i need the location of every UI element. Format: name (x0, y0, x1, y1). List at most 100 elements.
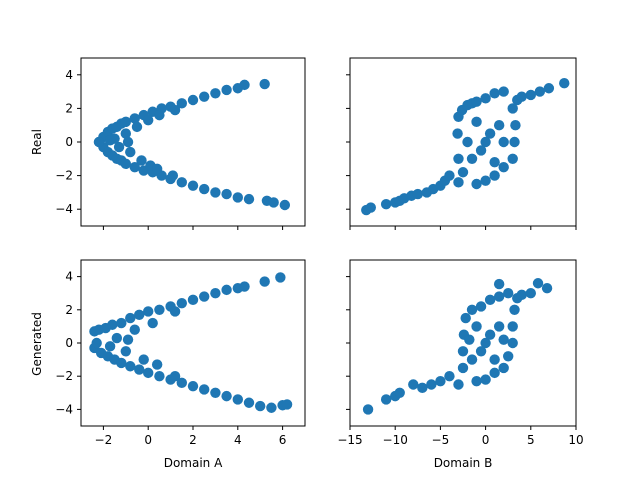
scatter-point (104, 135, 116, 146)
scatter-point (471, 116, 482, 128)
scatter-point (475, 301, 487, 312)
scatter-point (134, 364, 145, 375)
scatter-point (516, 289, 527, 301)
scatter-point (169, 104, 181, 116)
scatter-point (266, 402, 277, 413)
scatter-point (559, 78, 570, 89)
scatter-point (143, 306, 154, 317)
scatter-point (120, 128, 131, 139)
scatter-point (131, 121, 143, 133)
scatter-point (138, 354, 149, 365)
axes-frame (349, 57, 577, 227)
scatter-point (435, 375, 446, 387)
scatter-point (151, 359, 163, 370)
scatter-point (493, 291, 505, 302)
scatter-points (362, 278, 553, 415)
scatter-point (480, 136, 491, 148)
scatter-point (169, 371, 181, 382)
scatter-point (111, 332, 123, 344)
scatter-point (176, 177, 187, 188)
scatter-point (460, 312, 471, 324)
scatter-point (525, 288, 536, 299)
scatter-point (489, 367, 500, 379)
scatter-point (221, 84, 232, 96)
scatter-point (199, 291, 210, 302)
scatter-point (510, 120, 521, 131)
scatter-point (187, 180, 199, 191)
scatter-point (509, 136, 520, 148)
y-tick-label: 0 (65, 336, 73, 350)
scatter-point (498, 362, 509, 374)
x-tick-label: 6 (279, 433, 287, 447)
scatter-point (444, 371, 455, 382)
scatter-point (507, 103, 518, 114)
scatter-point (380, 394, 392, 405)
tick-marks (346, 74, 577, 230)
subplot-generated-domain-a: −2 0 2 4 6 −4 −2 0 2 4 Generated Domain A (30, 259, 306, 470)
scatter-point (104, 341, 116, 352)
scatter-point (239, 79, 250, 91)
scatter-point (543, 83, 555, 94)
scatter-point (426, 379, 437, 390)
scatter-point (417, 382, 428, 394)
scatter-point (480, 175, 491, 186)
scatter-point (453, 379, 464, 390)
scatter-point (143, 114, 154, 126)
y-tick-label: 2 (65, 101, 73, 115)
y-tick-label: −2 (55, 169, 73, 183)
scatter-point (120, 158, 131, 170)
scatter-point (221, 188, 232, 200)
x-tick-label: −2 (95, 433, 113, 447)
scatter-point (221, 284, 232, 296)
scatter-point (154, 371, 165, 382)
scatter-point (176, 297, 187, 309)
scatter-point (210, 88, 221, 99)
y-tick-label: 0 (65, 135, 73, 149)
scatter-point (503, 288, 514, 299)
scatter-point (541, 283, 553, 294)
scatter-point (281, 399, 293, 410)
scatter-point (259, 276, 270, 287)
scatter-point (394, 387, 405, 398)
scatter-point (199, 183, 210, 195)
axes-frame (80, 57, 306, 227)
scatter-point (187, 294, 199, 306)
scatter-point (134, 309, 145, 320)
scatter-point (480, 93, 491, 104)
scatter-point (489, 354, 500, 365)
y-tick-label: 2 (65, 303, 73, 317)
scatter-point (210, 187, 221, 198)
scatter-point (516, 91, 527, 102)
subplot-generated-domain-b: −15 −10 −5 0 5 10 Domain B (337, 259, 584, 470)
scatter-point (525, 89, 536, 101)
scatter-points (93, 78, 291, 211)
scatter-point (239, 281, 250, 292)
scatter-point (475, 346, 487, 357)
scatter-point (129, 162, 140, 173)
x-tick-label: −10 (383, 433, 408, 447)
scatter-point (154, 304, 165, 315)
scatter-point (232, 192, 243, 203)
scatter-point (107, 319, 118, 330)
x-axis-label: Domain A (164, 456, 223, 470)
scatter-point (489, 170, 500, 181)
scatter-point (136, 155, 147, 166)
scatter-point (507, 337, 518, 349)
y-axis-label: Generated (30, 312, 44, 376)
scatter-point (466, 354, 478, 365)
scatter-point (255, 400, 266, 412)
scatter-point (122, 136, 134, 148)
scatter-point (151, 163, 163, 175)
scatter-point (120, 346, 131, 357)
axes-frame (80, 259, 306, 427)
scatter-point (91, 337, 102, 349)
scatter-point (532, 278, 544, 289)
scatter-point (471, 96, 482, 107)
scatter-point (176, 377, 187, 389)
scatter-point (493, 120, 505, 131)
scatter-point (125, 146, 136, 158)
scatter-point (493, 321, 505, 332)
scatter-point (176, 98, 187, 109)
scatter-point (489, 88, 500, 99)
